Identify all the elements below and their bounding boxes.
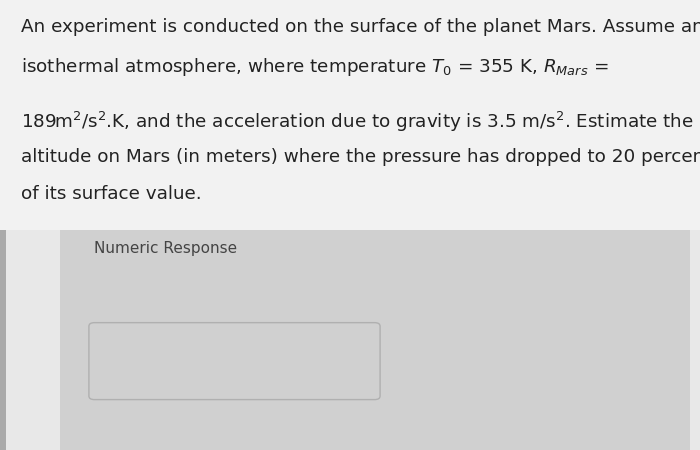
Text: isothermal atmosphere, where temperature $\mathit{T}_0$ = 355 K, $\mathit{R}_\ma: isothermal atmosphere, where temperature… — [21, 56, 609, 78]
Text: Numeric Response: Numeric Response — [94, 241, 237, 256]
Text: altitude on Mars (in meters) where the pressure has dropped to 20 percent: altitude on Mars (in meters) where the p… — [21, 148, 700, 166]
Text: 189m$^2$/s$^2$.K, and the acceleration due to gravity is 3.5 m/s$^2$. Estimate t: 189m$^2$/s$^2$.K, and the acceleration d… — [21, 110, 694, 135]
Bar — [0, 0, 700, 230]
Text: An experiment is conducted on the surface of the planet Mars. Assume an: An experiment is conducted on the surfac… — [21, 18, 700, 36]
Bar — [60, 230, 690, 450]
FancyBboxPatch shape — [89, 323, 380, 400]
Text: of its surface value.: of its surface value. — [21, 185, 202, 203]
Bar — [0, 230, 6, 450]
